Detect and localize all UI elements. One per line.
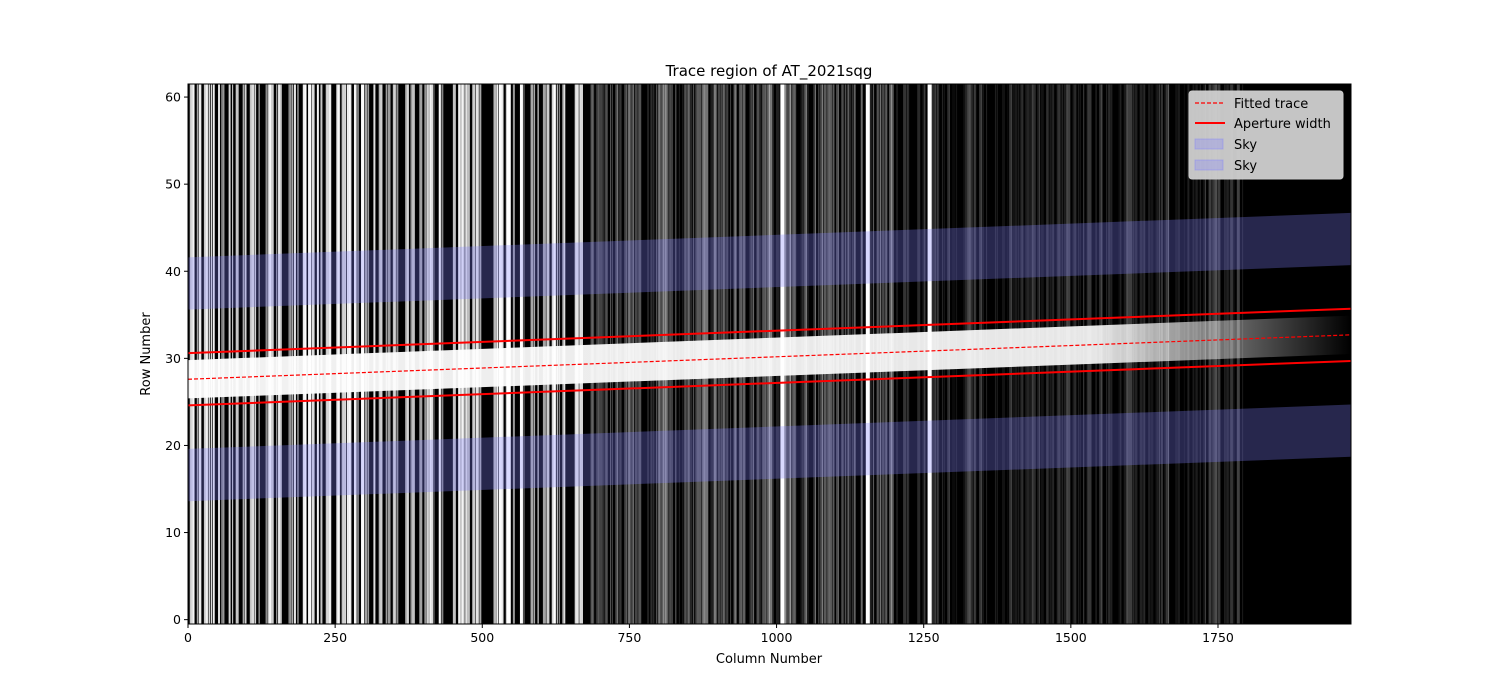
x-tick-label: 1000 bbox=[761, 630, 793, 645]
y-axis-ticks: 0 10 20 30 40 50 60 bbox=[165, 90, 188, 627]
emission-line bbox=[269, 84, 272, 624]
emission-line bbox=[288, 84, 290, 624]
legend: Fitted trace Aperture width Sky Sky bbox=[1188, 90, 1344, 180]
emission-line bbox=[203, 84, 207, 624]
emission-line bbox=[316, 84, 319, 624]
emission-line bbox=[218, 84, 221, 624]
emission-line bbox=[210, 84, 212, 624]
y-tick-label: 60 bbox=[165, 90, 181, 105]
sky-bands bbox=[188, 212, 1351, 502]
legend-label-aperture-width: Aperture width bbox=[1234, 117, 1331, 132]
emission-line bbox=[207, 84, 209, 624]
emission-line bbox=[251, 84, 255, 624]
emission-line bbox=[191, 84, 195, 624]
emission-line bbox=[209, 84, 211, 624]
aperture-upper-line bbox=[188, 307, 1351, 355]
trace-glow bbox=[188, 315, 1351, 399]
emission-line bbox=[290, 84, 292, 624]
emission-line bbox=[336, 84, 340, 624]
emission-line bbox=[267, 84, 271, 624]
emission-line bbox=[343, 84, 346, 624]
legend-box bbox=[1188, 90, 1344, 180]
emission-line bbox=[205, 84, 208, 624]
emission-line bbox=[232, 84, 234, 624]
aperture-lower-line bbox=[188, 359, 1351, 407]
emission-line bbox=[272, 84, 274, 624]
emission-line bbox=[265, 84, 267, 624]
emission-line bbox=[311, 84, 315, 624]
emission-line bbox=[258, 84, 260, 624]
y-tick-label: 30 bbox=[165, 351, 181, 366]
x-tick-label: 750 bbox=[617, 630, 641, 645]
y-tick-label: 20 bbox=[165, 438, 181, 453]
emission-line bbox=[242, 84, 244, 624]
x-tick-label: 0 bbox=[184, 630, 192, 645]
x-tick-label: 1250 bbox=[908, 630, 940, 645]
emission-line bbox=[292, 84, 294, 624]
emission-line bbox=[325, 84, 328, 624]
chart-title: Trace region of AT_2021sqg bbox=[665, 62, 873, 81]
emission-line bbox=[341, 84, 344, 624]
emission-line bbox=[329, 84, 332, 624]
emission-line bbox=[249, 84, 252, 624]
emission-line bbox=[270, 84, 273, 624]
y-tick-label: 0 bbox=[173, 612, 181, 627]
x-tick-label: 500 bbox=[470, 630, 494, 645]
emission-line bbox=[279, 84, 282, 624]
fitted-trace-line bbox=[188, 334, 1351, 380]
sky-band-1 bbox=[188, 212, 1351, 310]
emission-line bbox=[223, 84, 225, 624]
emission-line bbox=[276, 84, 278, 624]
emission-line bbox=[196, 84, 198, 624]
plot-frame bbox=[187, 83, 1352, 625]
x-tick-label: 250 bbox=[323, 630, 347, 645]
emission-line bbox=[278, 84, 281, 624]
emission-line bbox=[308, 84, 312, 624]
emission-line bbox=[345, 84, 347, 624]
y-tick-label: 10 bbox=[165, 525, 181, 540]
legend-label-sky-1: Sky bbox=[1234, 138, 1257, 153]
emission-line bbox=[338, 84, 341, 624]
x-tick-label: 1750 bbox=[1202, 630, 1234, 645]
legend-swatch-sky-1 bbox=[1194, 138, 1224, 150]
emission-line bbox=[327, 84, 331, 624]
emission-line bbox=[297, 84, 299, 624]
emission-line bbox=[193, 84, 195, 624]
y-axis-label: Row Number bbox=[139, 312, 154, 396]
emission-line bbox=[244, 84, 247, 624]
legend-label-fitted-trace: Fitted trace bbox=[1234, 97, 1308, 112]
y-tick-label: 50 bbox=[165, 177, 181, 192]
legend-label-sky-2: Sky bbox=[1234, 159, 1257, 174]
emission-line bbox=[212, 84, 215, 624]
sky-band-2 bbox=[188, 404, 1351, 502]
legend-swatch-sky-2 bbox=[1194, 159, 1224, 171]
emission-line bbox=[221, 84, 223, 624]
emission-line bbox=[320, 84, 323, 624]
trace-lines bbox=[188, 307, 1351, 407]
emission-line bbox=[304, 84, 307, 624]
x-axis-ticks: 0 250 500 750 1000 1250 1500 1750 bbox=[184, 624, 1234, 645]
x-tick-label: 1500 bbox=[1055, 630, 1087, 645]
x-axis-label: Column Number bbox=[716, 652, 823, 667]
emission-line bbox=[228, 84, 231, 624]
y-tick-label: 40 bbox=[165, 264, 181, 279]
emission-line bbox=[235, 84, 239, 624]
emission-line bbox=[293, 84, 296, 624]
emission-line bbox=[198, 84, 201, 624]
emission-line bbox=[302, 84, 306, 624]
emission-line bbox=[255, 84, 257, 624]
spectrum-image bbox=[188, 84, 1351, 624]
emission-line bbox=[200, 84, 202, 624]
